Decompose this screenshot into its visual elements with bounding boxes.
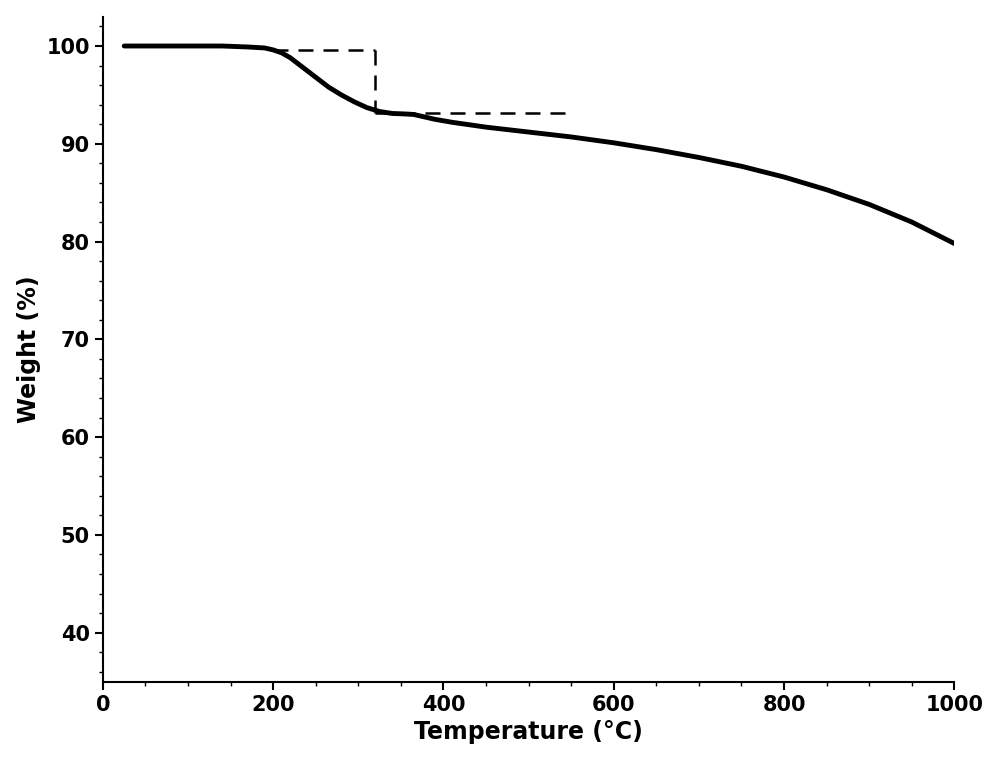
Y-axis label: Weight (%): Weight (%)	[17, 275, 41, 423]
X-axis label: Temperature (°C): Temperature (°C)	[414, 721, 643, 744]
